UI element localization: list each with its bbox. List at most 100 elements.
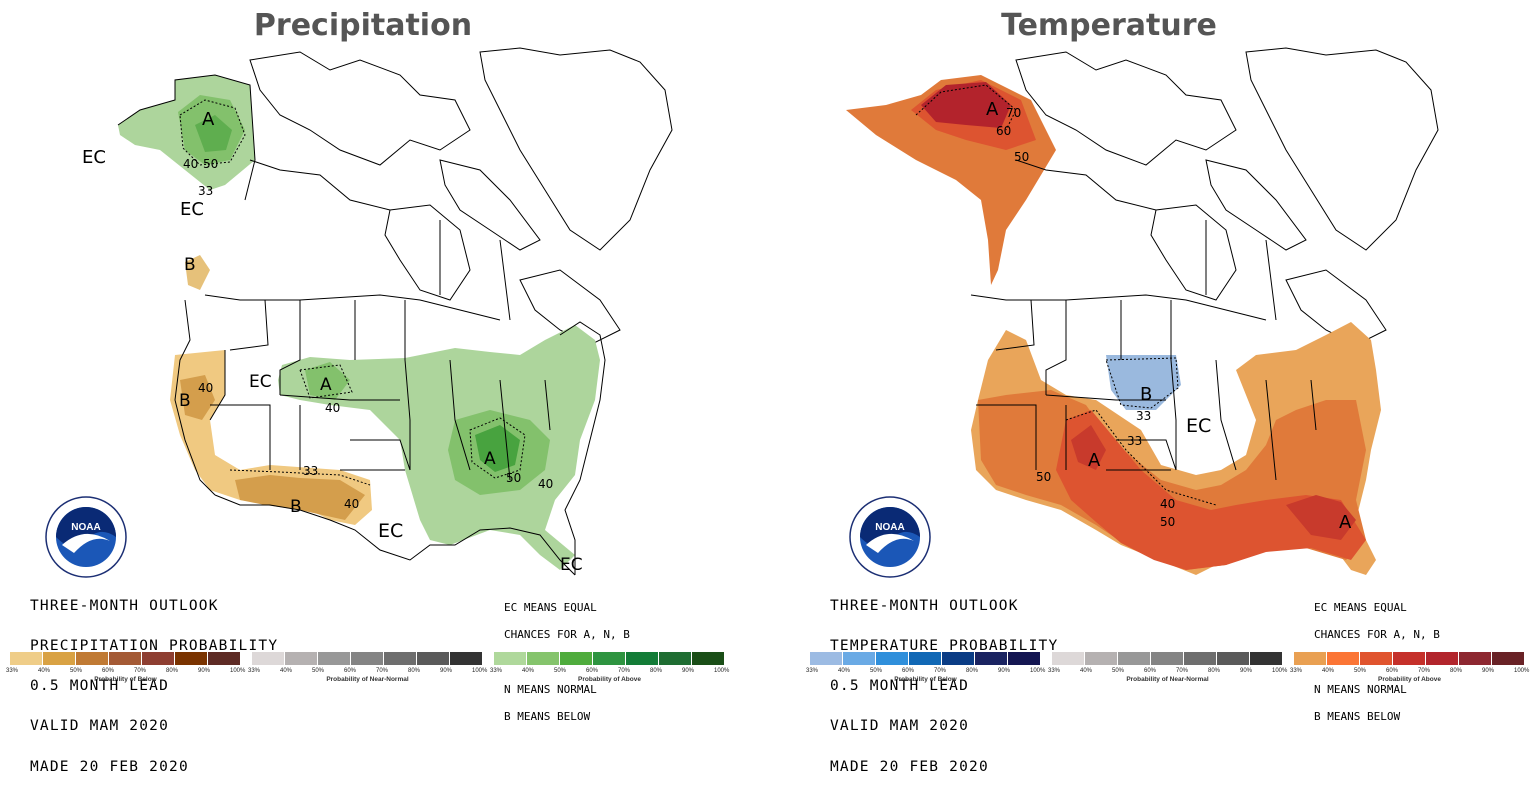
legend-swatch — [208, 652, 241, 665]
legend-swatch — [1085, 652, 1118, 665]
key-line: EC MEANS EQUAL — [1314, 601, 1407, 614]
legend-tick-label: 50% — [70, 668, 83, 674]
legend-swatch — [175, 652, 208, 665]
alaska-above-50 — [195, 115, 232, 152]
legend-tick-label: 33% — [806, 668, 819, 674]
boundaries — [117, 74, 606, 576]
map-label: 40 — [198, 381, 213, 395]
legend-caption: Probability of Below — [894, 676, 957, 683]
legend-tick-label: 60% — [586, 668, 599, 674]
map-label: 70 — [1006, 106, 1021, 120]
legend-tick-label: 100% — [230, 668, 246, 674]
legend-swatch — [626, 652, 659, 665]
legend-caption: Probability of Near-Normal — [326, 676, 409, 683]
legend-swatch — [252, 652, 285, 665]
legend-tick-label: 80% — [650, 668, 663, 674]
plains-above-33 — [278, 325, 600, 570]
map-label: 60 — [996, 124, 1011, 138]
map-label: A — [320, 375, 332, 395]
temp-shading — [846, 75, 1381, 575]
legend-swatch — [43, 652, 76, 665]
outlook-line: MADE 20 FEB 2020 — [30, 758, 189, 775]
panel-title: Precipitation — [253, 8, 473, 43]
map-label: B — [1140, 384, 1152, 405]
legend-swatch — [1217, 652, 1250, 665]
greenland-outline — [1245, 47, 1439, 251]
legend-tick-label: 80% — [1208, 668, 1221, 674]
legend-tick-label: 100% — [472, 668, 488, 674]
legend-swatches — [1294, 652, 1525, 666]
legend-swatch — [1393, 652, 1426, 665]
legend-swatch — [810, 652, 843, 665]
map-label: 40 — [344, 497, 359, 511]
contours — [915, 84, 1217, 506]
pnw-below — [185, 255, 210, 290]
legend-tick-label: 70% — [1176, 668, 1189, 674]
legend-tick-label: 70% — [934, 668, 947, 674]
baffin-outline — [1205, 159, 1307, 251]
outlook-info: THREE-MONTH OUTLOOK PRECIPITATION PROBAB… — [30, 573, 278, 801]
key-line: N MEANS NORMAL — [1314, 682, 1407, 696]
legend-swatch — [109, 652, 142, 665]
legend-ticks: 33% 40% 50% 60% 70% 80% 90% 100% — [1290, 666, 1529, 678]
legend-swatch — [1459, 652, 1492, 665]
legend-tick-label: 90% — [198, 668, 211, 674]
legend-tick-label: 60% — [344, 668, 357, 674]
legend-caption: Probability of Above — [578, 676, 641, 683]
legend-swatch — [1184, 652, 1217, 665]
outlook-line: PRECIPITATION PROBABILITY — [30, 638, 279, 655]
legend-tick-label: 50% — [1112, 668, 1125, 674]
legend-swatch — [1426, 652, 1459, 665]
legend-caption: Probability of Above — [1378, 676, 1441, 683]
hudson-bay-outline — [384, 204, 471, 301]
key-line: N MEANS NORMAL — [504, 682, 597, 696]
map-labels: A 40 50 33 EC EC B B 40 EC A 40 A 50 40 … — [82, 109, 583, 575]
legend-temp-0: 33% 40% 50% 60% 70% 80% 90% 100% Probability of … — [806, 652, 1045, 683]
map-label: 50 — [1036, 470, 1051, 484]
alaska-above-70 — [921, 82, 1011, 128]
plains-above-40 — [305, 362, 350, 400]
map-labels: A 70 60 50 B 33 EC 33 A 50 40 50 A — [986, 99, 1352, 533]
map-label: A — [986, 99, 999, 120]
legend-tick-label: 40% — [1322, 668, 1335, 674]
legend-swatch — [1118, 652, 1151, 665]
legend-tick-label: 70% — [134, 668, 147, 674]
map-label: B — [179, 391, 191, 411]
legend-tick-label: 70% — [376, 668, 389, 674]
legend-swatch — [1327, 652, 1360, 665]
key-line: B MEANS BELOW — [1314, 709, 1401, 723]
map-label: B — [184, 255, 196, 275]
ohio-above-50 — [475, 425, 520, 472]
noaa-logo: NOAA — [849, 496, 931, 578]
key-line: CHANCES FOR A, N, B — [1314, 628, 1440, 642]
map-label: EC — [378, 520, 403, 542]
precipitation-map: A 40 50 33 EC EC B B 40 EC A 40 A 50 40 … — [82, 47, 673, 576]
hudson-bay-outline — [1150, 204, 1237, 301]
legend-tick-label: 90% — [998, 668, 1011, 674]
legend-tick-label: 70% — [1418, 668, 1431, 674]
legend-caption: Probability of Below — [94, 676, 157, 683]
california-below-40 — [180, 375, 215, 420]
legend-tick-label: 33% — [248, 668, 261, 674]
map-label: 40 — [1160, 497, 1175, 511]
outlook-line: THREE-MONTH OUTLOOK — [30, 597, 219, 614]
southwest-below-40 — [235, 475, 365, 520]
map-label: 40 — [538, 477, 553, 491]
legend-tick-label: 50% — [554, 668, 567, 674]
key-line: CHANCES FOR A, N, B — [504, 628, 630, 642]
legend-swatch — [692, 652, 725, 665]
legend-swatches — [10, 652, 241, 666]
panel-title: Temperature — [1001, 8, 1217, 43]
map-label: 50 — [506, 471, 521, 485]
map-label: A — [1088, 450, 1101, 471]
map-label: 50 — [1160, 515, 1175, 529]
legend-swatches — [810, 652, 1041, 666]
logo-text: NOAA — [875, 522, 904, 533]
legend-temp-1: 33% 40% 50% 60% 70% 80% 90% 100% Probability of … — [1048, 652, 1287, 683]
legend-swatch — [909, 652, 942, 665]
map-label: A — [1339, 512, 1352, 533]
legend-swatch — [975, 652, 1008, 665]
legend-tick-label: 33% — [1048, 668, 1061, 674]
legend-swatch — [10, 652, 43, 665]
legend-swatch — [942, 652, 975, 665]
